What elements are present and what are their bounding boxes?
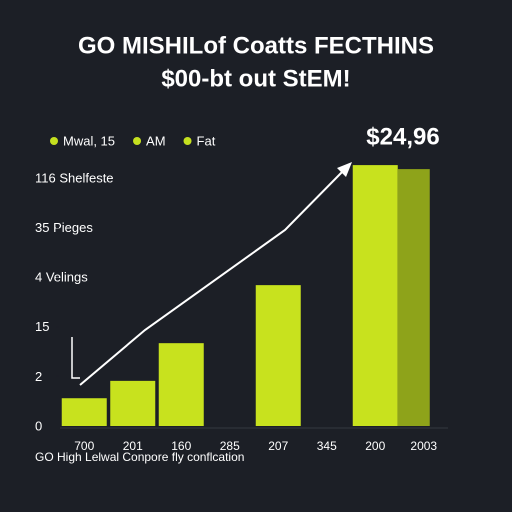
- y-tick-label: 35 Pieges: [35, 220, 93, 235]
- bar: [352, 165, 398, 426]
- bar: [158, 343, 204, 426]
- bar: [61, 398, 107, 426]
- legend-marker: [50, 137, 58, 145]
- legend-marker: [133, 137, 142, 145]
- chart-title: GO MISHILof Coatts FECTHINS: [78, 32, 434, 59]
- legend-marker: [183, 137, 192, 145]
- x-tick-label: 207: [268, 439, 288, 453]
- footer: GO High Lelwal Conpore fly conflcation: [35, 450, 244, 464]
- arrow-head: [337, 162, 352, 177]
- x-tick-label: 345: [317, 439, 337, 453]
- bar-side: [397, 169, 430, 426]
- chart-subtitle: $00-bt out StEM!: [161, 65, 350, 92]
- bar: [255, 285, 301, 426]
- y-tick-label: 0: [35, 418, 42, 433]
- legend-label: Fat: [197, 133, 216, 148]
- legend-label: AM: [146, 133, 166, 148]
- bracket: [71, 337, 80, 379]
- y-tick-label: 15: [35, 319, 49, 334]
- bar: [110, 380, 156, 426]
- annotation: $24,96: [366, 123, 439, 150]
- x-tick-label: 700: [74, 439, 94, 453]
- y-tick-label: 116 Shelfeste: [35, 170, 114, 185]
- legend-label: Mwal, 15: [63, 133, 115, 148]
- trend-arrow: [79, 167, 347, 386]
- x-tick-label: 160: [171, 439, 191, 453]
- x-tick-label: 2003: [410, 439, 437, 453]
- x-tick-label: 285: [220, 439, 240, 453]
- y-tick-label: 4 Velings: [35, 270, 88, 285]
- x-tick-label: 201: [123, 439, 143, 453]
- y-tick-label: 2: [35, 369, 42, 384]
- x-tick-label: 200: [365, 439, 385, 453]
